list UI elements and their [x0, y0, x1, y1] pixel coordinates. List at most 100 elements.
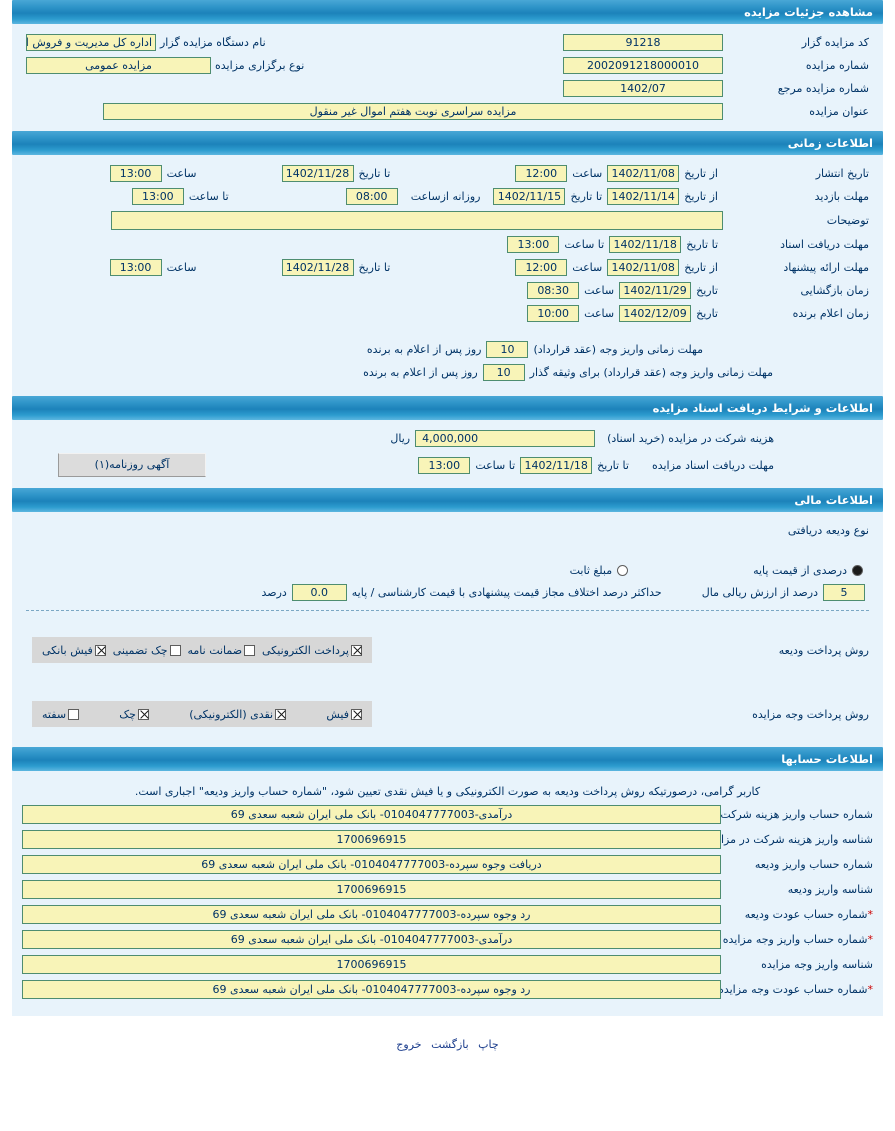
checkbox-icon-auction-cash-electronic[interactable] — [275, 708, 287, 720]
label-percent-of-base-price: درصدی از قیمت پایه — [753, 563, 847, 577]
checkbox-deposit-bank-receipt[interactable]: فیش بانکی — [42, 644, 106, 657]
field-account-deposit-refund[interactable]: رد وجوه سپرده-0104047777003- بانک ملی ای… — [22, 905, 721, 924]
checkbox-auction-receipt[interactable]: فیش — [326, 708, 362, 721]
field-visit-from-date[interactable]: 1402/11/14 — [607, 188, 680, 205]
label-percent-of-asset-value: درصد از ارزش ریالی مال — [701, 586, 818, 599]
label-winner-time: زمان اعلام برنده — [792, 307, 869, 320]
row-visit-deadline: مهلت بازدید از تاریخ 1402/11/14 تا تاریخ… — [12, 185, 883, 208]
label-deposit-bank-receipt: فیش بانکی — [42, 643, 93, 657]
checkbox-auction-check[interactable]: چک — [119, 708, 149, 721]
accounts-section: کاربر گرامی، درصورتیکه روش پرداخت ودیعه … — [12, 771, 883, 1016]
label-auction-number: شماره مزایده — [805, 59, 869, 72]
field-account-auction-refund[interactable]: رد وجوه سپرده-0104047777003- بانک ملی ای… — [22, 980, 721, 999]
back-link[interactable]: بازگشت — [431, 1038, 469, 1051]
field-visit-daily-from[interactable]: 08:00 — [345, 188, 398, 205]
label-visit-to-hour: تا ساعت — [188, 190, 229, 203]
label-publish-date: تاریخ انتشار — [815, 167, 869, 180]
checkbox-icon-auction-check[interactable] — [137, 708, 149, 720]
field-docs-receive-time[interactable]: 13:00 — [418, 456, 471, 474]
radio-fixed-amount[interactable] — [617, 564, 629, 576]
field-participation-fee[interactable]: 4,000,000 — [415, 430, 596, 447]
field-opening-date[interactable]: 1402/11/29 — [619, 282, 692, 299]
label-opening-hour: ساعت — [584, 284, 615, 297]
field-payment-id-auction[interactable]: 1700696915 — [22, 955, 721, 974]
label-auction-cash-electronic: نقدی (الکترونیکی) — [189, 707, 274, 721]
label-opening-date: تاریخ — [696, 284, 718, 297]
print-link[interactable]: چاپ — [478, 1038, 499, 1051]
field-payment-id-deposit[interactable]: 1700696915 — [22, 880, 721, 899]
field-publish-from-date[interactable]: 1402/11/08 — [607, 165, 680, 182]
field-docs-to-date[interactable]: 1402/11/18 — [609, 236, 682, 253]
label-winner-hour: ساعت — [584, 307, 615, 320]
field-docs-to-time[interactable]: 13:00 — [507, 236, 560, 253]
timing-section: تاریخ انتشار از تاریخ 1402/11/08 ساعت 12… — [12, 155, 883, 396]
label-auction-payment-method: روش پرداخت وجه مزایده — [752, 707, 869, 721]
checkbox-auction-promissory-note[interactable]: سفته — [42, 708, 80, 721]
label-participation-fee: هزینه شرکت در مزایده (خرید اسناد) — [607, 432, 774, 445]
field-auction-number[interactable]: 2002091218000010 — [563, 57, 723, 74]
accounts-notice: کاربر گرامی، درصورتیکه روش پرداخت ودیعه … — [134, 785, 761, 798]
checkbox-icon-deposit-electronic[interactable] — [351, 644, 362, 656]
label-docs-to-date: تا تاریخ — [686, 238, 718, 251]
checkbox-deposit-electronic[interactable]: پرداخت الکترونیکی — [262, 644, 362, 657]
label-payment-id-auction: شناسه واریز وجه مزایده — [761, 958, 873, 971]
label-docs-receive-to-time: تا ساعت — [475, 458, 516, 472]
exit-link[interactable]: خروج — [396, 1038, 422, 1051]
table-row: *شماره حساب عودت وجه مزایده رد وجوه سپرد… — [12, 977, 883, 1002]
radio-percent-of-base-price[interactable] — [852, 564, 863, 576]
field-visit-daily-to[interactable]: 13:00 — [131, 188, 184, 205]
field-offer-from-time[interactable]: 12:00 — [515, 259, 568, 276]
field-payment-deadline-1[interactable]: 10 — [486, 341, 529, 358]
field-auction-ref[interactable]: 1402/07 — [563, 80, 723, 97]
checkbox-deposit-certified-check[interactable]: چک تضمینی — [113, 644, 181, 657]
field-payment-deadline-2[interactable]: 10 — [482, 364, 525, 381]
checkbox-icon-auction-promissory-note[interactable] — [68, 708, 80, 720]
row-auction-ref: شماره مزایده مرجع 1402/07 — [12, 77, 883, 100]
field-publish-to-date[interactable]: 1402/11/28 — [281, 165, 354, 182]
field-percent-value[interactable]: 5 — [823, 584, 865, 601]
field-publish-to-time[interactable]: 13:00 — [109, 165, 162, 182]
row-deposit-base-option: درصدی از قیمت پایه مبلغ ثابت — [12, 559, 883, 581]
suffix-payment-deadline-1: روز پس از اعلام به برنده — [366, 343, 482, 356]
field-docs-receive-date[interactable]: 1402/11/18 — [520, 456, 593, 474]
field-auction-subject[interactable]: مزایده سراسری نوبت هفتم اموال غیر منقول — [103, 103, 723, 120]
docs-section: هزینه شرکت در مزایده (خرید اسناد) 4,000,… — [12, 420, 883, 488]
checkbox-icon-deposit-certified-check[interactable] — [169, 644, 181, 656]
field-opening-time[interactable]: 08:30 — [527, 282, 580, 299]
label-offer-from-hour: ساعت — [572, 261, 603, 274]
row-percent-value: 5 درصد از ارزش ریالی مال حداکثر درصد اخت… — [12, 581, 883, 604]
checkbox-icon-deposit-bank-receipt[interactable] — [94, 644, 106, 656]
field-winner-time[interactable]: 10:00 — [527, 305, 580, 322]
field-auction-type[interactable]: مزایده عمومی — [26, 57, 211, 74]
field-winner-date[interactable]: 1402/12/09 — [619, 305, 692, 322]
label-auction-code: کد مزایده گزار — [801, 36, 869, 49]
checkbox-auction-cash-electronic[interactable]: نقدی (الکترونیکی) — [189, 707, 287, 721]
field-account-participation-fee[interactable]: درآمدی-0104047777003- بانک ملی ایران شعب… — [22, 805, 721, 824]
field-account-deposit[interactable]: دریافت وجوه سپرده-0104047777003- بانک مل… — [22, 855, 721, 874]
label-text-account-auction-payment: شماره حساب واریز وجه مزایده — [722, 933, 868, 946]
checkbox-icon-auction-receipt[interactable] — [351, 708, 362, 720]
label-fixed-amount: مبلغ ثابت — [569, 563, 613, 577]
field-max-price-difference[interactable]: 0.0 — [291, 584, 347, 601]
checkbox-icon-deposit-guarantee[interactable] — [244, 644, 256, 656]
checkbox-deposit-guarantee[interactable]: ضمانت نامه — [188, 644, 256, 657]
table-row: شناسه واریز وجه مزایده 1700696915 — [12, 952, 883, 977]
field-publish-from-time[interactable]: 12:00 — [515, 165, 568, 182]
field-offer-from-date[interactable]: 1402/11/08 — [607, 259, 680, 276]
newspaper-ad-button[interactable]: آگهی روزنامه(۱) — [58, 453, 206, 477]
deposit-payment-options: پرداخت الکترونیکی ضمانت نامه چک تضمینی ف… — [32, 637, 372, 663]
field-offer-to-time[interactable]: 13:00 — [109, 259, 162, 276]
field-account-auction-payment[interactable]: درآمدی-0104047777003- بانک ملی ایران شعب… — [22, 930, 721, 949]
unit-max-price-difference: درصد — [261, 586, 287, 599]
label-visit-to-date: تا تاریخ — [570, 190, 603, 203]
field-payment-id-participation-fee[interactable]: 1700696915 — [22, 830, 721, 849]
field-visit-to-date[interactable]: 1402/11/15 — [493, 188, 566, 205]
label-visit-deadline: مهلت بازدید — [814, 190, 869, 203]
field-offer-to-date[interactable]: 1402/11/28 — [281, 259, 354, 276]
field-auction-code[interactable]: 91218 — [563, 34, 723, 51]
label-auction-type: نوع برگزاری مزایده — [215, 59, 305, 72]
row-opening-time: زمان بازگشایی تاریخ 1402/11/29 ساعت 08:3… — [12, 279, 883, 302]
field-description[interactable] — [111, 211, 723, 230]
field-org-name[interactable]: اداره کل مدیریت و فروش اموال — [26, 34, 156, 51]
label-winner-date: تاریخ — [696, 307, 718, 320]
